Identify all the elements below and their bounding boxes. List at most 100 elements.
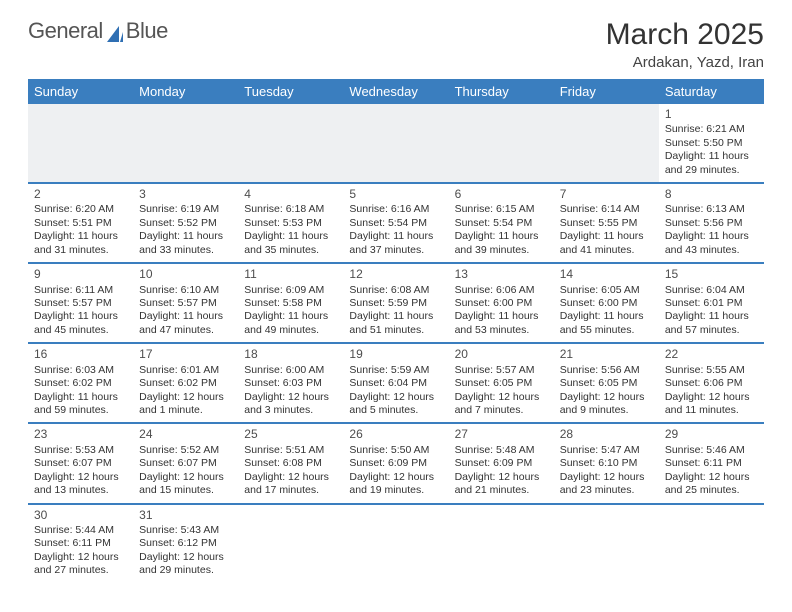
title-block: March 2025 Ardakan, Yazd, Iran: [606, 18, 764, 71]
weekday-header: Tuesday: [238, 79, 343, 104]
calendar-cell: 21Sunrise: 5:56 AMSunset: 6:05 PMDayligh…: [554, 343, 659, 423]
calendar-cell: 28Sunrise: 5:47 AMSunset: 6:10 PMDayligh…: [554, 423, 659, 503]
sunrise-text: Sunrise: 6:06 AM: [455, 284, 548, 297]
daylight-text: Daylight: 11 hours and 39 minutes.: [455, 230, 548, 257]
calendar-cell: [449, 504, 554, 583]
sunset-text: Sunset: 6:07 PM: [139, 457, 232, 470]
sunset-text: Sunset: 5:50 PM: [665, 137, 758, 150]
sunrise-text: Sunrise: 6:16 AM: [349, 203, 442, 216]
sunset-text: Sunset: 6:10 PM: [560, 457, 653, 470]
sunrise-text: Sunrise: 6:14 AM: [560, 203, 653, 216]
daylight-text: Daylight: 12 hours and 15 minutes.: [139, 471, 232, 498]
calendar-cell: 11Sunrise: 6:09 AMSunset: 5:58 PMDayligh…: [238, 263, 343, 343]
calendar-row: 16 Sunrise: 6:03 AM Sunset: 6:02 PM Dayligh…: [28, 343, 764, 423]
sunset-text: Sunset: 5:56 PM: [665, 217, 758, 230]
weekday-header: Saturday: [659, 79, 764, 104]
sunrise-text: Sunrise: 6:10 AM: [139, 284, 232, 297]
sunrise-text: Sunrise: 6:11 AM: [34, 284, 127, 297]
calendar-cell: [449, 104, 554, 183]
header: General Blue March 2025 Ardakan, Yazd, I…: [28, 18, 764, 71]
calendar-cell: 25Sunrise: 5:51 AMSunset: 6:08 PMDayligh…: [238, 423, 343, 503]
day-number: 13: [455, 267, 548, 282]
sunset-text: Sunset: 5:53 PM: [244, 217, 337, 230]
calendar-cell: 30Sunrise: 5:44 AMSunset: 6:11 PMDayligh…: [28, 504, 133, 583]
day-number: 30: [34, 508, 127, 523]
sunrise-text: Sunrise: 5:46 AM: [665, 444, 758, 457]
daylight-text: Daylight: 12 hours and 3 minutes.: [244, 391, 337, 418]
sunrise-text: Sunrise: 6:18 AM: [244, 203, 337, 216]
calendar-cell: 24 Sunrise: 5:52 AMSunset: 6:07 PMDayligh…: [133, 423, 238, 503]
daylight-text: Daylight: 11 hours and 49 minutes.: [244, 310, 337, 337]
sunset-text: Sunset: 6:11 PM: [34, 537, 127, 550]
calendar-row: 2Sunrise: 6:20 AMSunset: 5:51 PMDaylight…: [28, 183, 764, 263]
daylight-text: Daylight: 12 hours and 19 minutes.: [349, 471, 442, 498]
weekday-header-row: SundayMondayTuesdayWednesdayThursdayFrid…: [28, 79, 764, 104]
calendar-cell: [343, 104, 448, 183]
day-number: 11: [244, 267, 337, 282]
sunrise-text: Sunrise: 5:52 AM: [139, 444, 232, 457]
calendar-cell: 16Sunrise: 6:03 AMSunset: 6:02 PMDayligh…: [28, 343, 133, 423]
daylight-text: Daylight: 11 hours and 29 minutes.: [665, 150, 758, 177]
sunset-text: Sunset: 6:12 PM: [139, 537, 232, 550]
sunset-text: Sunset: 6:07 PM: [34, 457, 127, 470]
sunrise-text: Sunrise: 5:53 AM: [34, 444, 127, 457]
sunset-text: Sunset: 6:02 PM: [139, 377, 232, 390]
daylight-text: Daylight: 11 hours and 35 minutes.: [244, 230, 337, 257]
calendar-cell: [133, 104, 238, 183]
daylight-text: Daylight: 11 hours and 33 minutes.: [139, 230, 232, 257]
daylight-text: Daylight: 12 hours and 23 minutes.: [560, 471, 653, 498]
day-number: 8: [665, 187, 758, 202]
day-number: 3: [139, 187, 232, 202]
calendar-cell: [343, 504, 448, 583]
day-number: 19: [349, 347, 442, 362]
calendar-cell: 17Sunrise: 6:01 AMSunset: 6:02 PMDayligh…: [133, 343, 238, 423]
day-number: 1: [665, 107, 758, 122]
daylight-text: Daylight: 12 hours and 7 minutes.: [455, 391, 548, 418]
calendar-cell: 7Sunrise: 6:14 AMSunset: 5:55 PMDaylight…: [554, 183, 659, 263]
day-number: 15: [665, 267, 758, 282]
day-number: 9: [34, 267, 127, 282]
sunset-text: Sunset: 5:52 PM: [139, 217, 232, 230]
sunrise-text: Sunrise: 5:50 AM: [349, 444, 442, 457]
daylight-text: Daylight: 12 hours and 17 minutes.: [244, 471, 337, 498]
calendar-cell: [659, 504, 764, 583]
sunset-text: Sunset: 5:57 PM: [139, 297, 232, 310]
day-number: 12: [349, 267, 442, 282]
calendar-cell: [554, 104, 659, 183]
sunrise-text: Sunrise: 5:43 AM: [139, 524, 232, 537]
calendar-cell: [554, 504, 659, 583]
calendar-cell: 1Sunrise: 6:21 AMSunset: 5:50 PMDaylight…: [659, 104, 764, 183]
sunset-text: Sunset: 6:05 PM: [455, 377, 548, 390]
daylight-text: Daylight: 12 hours and 25 minutes.: [665, 471, 758, 498]
calendar-row: 9 Sunrise: 6:11 AM Sunset: 5:57 PM Daylight…: [28, 263, 764, 343]
daylight-text: Daylight: 11 hours and 41 minutes.: [560, 230, 653, 257]
calendar-cell: 4Sunrise: 6:18 AMSunset: 5:53 PMDaylight…: [238, 183, 343, 263]
daylight-text: Daylight: 11 hours and 45 minutes.: [34, 310, 127, 337]
sunset-text: Sunset: 5:54 PM: [455, 217, 548, 230]
sunset-text: Sunset: 6:03 PM: [244, 377, 337, 390]
calendar-cell: 6Sunrise: 6:15 AMSunset: 5:54 PMDaylight…: [449, 183, 554, 263]
sunrise-text: Sunrise: 6:00 AM: [244, 364, 337, 377]
daylight-text: Daylight: 12 hours and 21 minutes.: [455, 471, 548, 498]
calendar-row: 1Sunrise: 6:21 AMSunset: 5:50 PMDaylight…: [28, 104, 764, 183]
day-number: 21: [560, 347, 653, 362]
sunrise-text: Sunrise: 6:21 AM: [665, 123, 758, 136]
daylight-text: Daylight: 11 hours and 51 minutes.: [349, 310, 442, 337]
day-number: 16: [34, 347, 127, 362]
sunrise-text: Sunrise: 5:59 AM: [349, 364, 442, 377]
daylight-text: Daylight: 11 hours and 43 minutes.: [665, 230, 758, 257]
sunrise-text: Sunrise: 5:44 AM: [34, 524, 127, 537]
daylight-text: Daylight: 12 hours and 5 minutes.: [349, 391, 442, 418]
weekday-header: Wednesday: [343, 79, 448, 104]
daylight-text: Daylight: 11 hours and 55 minutes.: [560, 310, 653, 337]
sunset-text: Sunset: 6:09 PM: [455, 457, 548, 470]
sunset-text: Sunset: 5:51 PM: [34, 217, 127, 230]
day-number: 24: [139, 427, 232, 442]
weekday-header: Sunday: [28, 79, 133, 104]
sunset-text: Sunset: 6:09 PM: [349, 457, 442, 470]
sunrise-text: Sunrise: 6:20 AM: [34, 203, 127, 216]
sunset-text: Sunset: 5:55 PM: [560, 217, 653, 230]
sunrise-text: Sunrise: 5:56 AM: [560, 364, 653, 377]
sunrise-text: Sunrise: 6:15 AM: [455, 203, 548, 216]
sunrise-text: Sunrise: 6:03 AM: [34, 364, 127, 377]
